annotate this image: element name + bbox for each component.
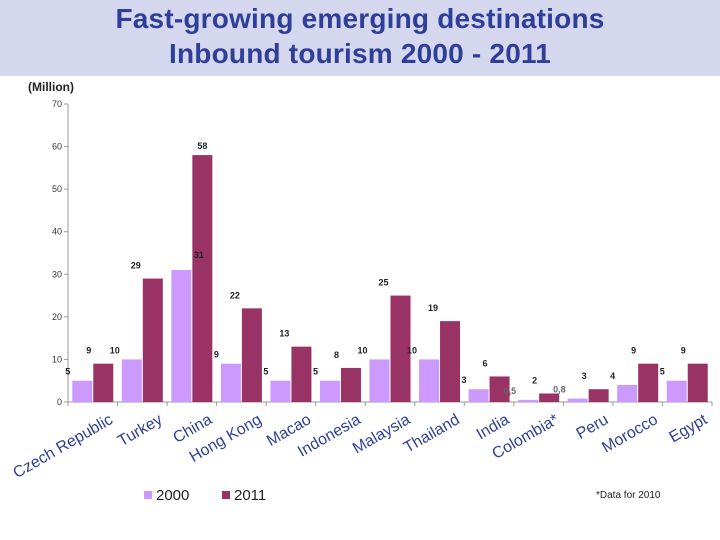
category-label: Turkey (115, 411, 165, 450)
data-label-china-2000: 31 (194, 250, 204, 260)
bar-2011-6 (390, 295, 411, 402)
data-label: 10 (110, 345, 120, 355)
chart-title: Fast-growing emerging destinations (115, 3, 605, 34)
bar-2000-6 (369, 359, 390, 402)
data-label: 10 (357, 345, 367, 355)
data-label: 8 (334, 350, 339, 360)
footnote: *Data for 2010 (596, 490, 661, 501)
data-label: 9 (86, 346, 91, 356)
data-label: 0,5 (504, 386, 517, 396)
bar-2000-9 (518, 399, 539, 402)
category-label: Thailand (401, 411, 463, 456)
data-label: 5 (65, 367, 70, 377)
bar-2000-8 (468, 389, 489, 402)
bar-2011-12 (687, 363, 708, 402)
data-label: 3 (582, 371, 587, 381)
y-tick-label: 0 (57, 397, 62, 407)
legend-swatch-2000 (144, 491, 152, 499)
data-label: 9 (214, 350, 219, 360)
bar-2000-12 (666, 380, 687, 402)
data-label: 0,8 (553, 385, 566, 395)
bar-2011-2 (192, 155, 213, 402)
data-label: 19 (428, 303, 438, 313)
data-label: 2 (532, 375, 537, 385)
data-label: 13 (279, 329, 289, 339)
data-label: 4 (610, 371, 615, 381)
legend-label: 2011 (234, 487, 266, 504)
y-tick-label: 20 (52, 312, 62, 322)
bar-2000-5 (319, 380, 340, 402)
y-tick-label: 70 (52, 99, 62, 109)
bar-2011-1 (142, 278, 163, 402)
bar-2011-10 (588, 389, 609, 402)
bar-2011-4 (291, 346, 312, 402)
bar-2011-0 (93, 363, 114, 402)
category-label: Malaysia (350, 411, 413, 457)
bar-2000-10 (567, 398, 588, 402)
data-label: 5 (660, 367, 665, 377)
category-label: Czech Republic (10, 411, 116, 482)
title-band (0, 0, 720, 76)
data-label: 5 (263, 367, 268, 377)
bar-2011-9 (539, 393, 560, 402)
data-label: 10 (407, 345, 417, 355)
bar-2000-2 (171, 270, 192, 402)
bar-2011-7 (440, 321, 461, 402)
bar-2000-0 (72, 380, 93, 402)
bar-2011-11 (638, 363, 659, 402)
bar-2011-3 (241, 308, 262, 402)
data-label: 25 (378, 278, 388, 288)
bar-2000-3 (220, 363, 241, 402)
category-label: Egypt (666, 411, 710, 446)
data-label-china-2011: 58 (197, 141, 207, 151)
y-tick-label: 30 (52, 269, 62, 279)
category-label: Morocco (599, 411, 661, 456)
bar-2000-7 (419, 359, 440, 402)
bar-2000-11 (617, 384, 638, 402)
y-tick-label: 40 (52, 227, 62, 237)
data-label: 5 (313, 367, 318, 377)
data-label: 22 (230, 290, 240, 300)
data-label: 3 (462, 375, 467, 385)
bar-2000-4 (270, 380, 291, 402)
legend-label: 2000 (156, 487, 189, 504)
legend-swatch-2011 (222, 491, 230, 499)
y-tick-label: 60 (52, 142, 62, 152)
bar-2011-8 (489, 376, 510, 402)
data-label: 9 (631, 346, 636, 356)
bar-2011-5 (340, 367, 361, 402)
y-tick-label: 10 (52, 354, 62, 364)
chart-subtitle: Inbound tourism 2000 - 2011 (169, 38, 551, 69)
data-label: 6 (483, 358, 488, 368)
bar-2000-1 (121, 359, 142, 402)
y-tick-label: 50 (52, 184, 62, 194)
data-label: 9 (681, 346, 686, 356)
data-label: 29 (131, 261, 141, 271)
unit-label: (Million) (28, 80, 74, 94)
